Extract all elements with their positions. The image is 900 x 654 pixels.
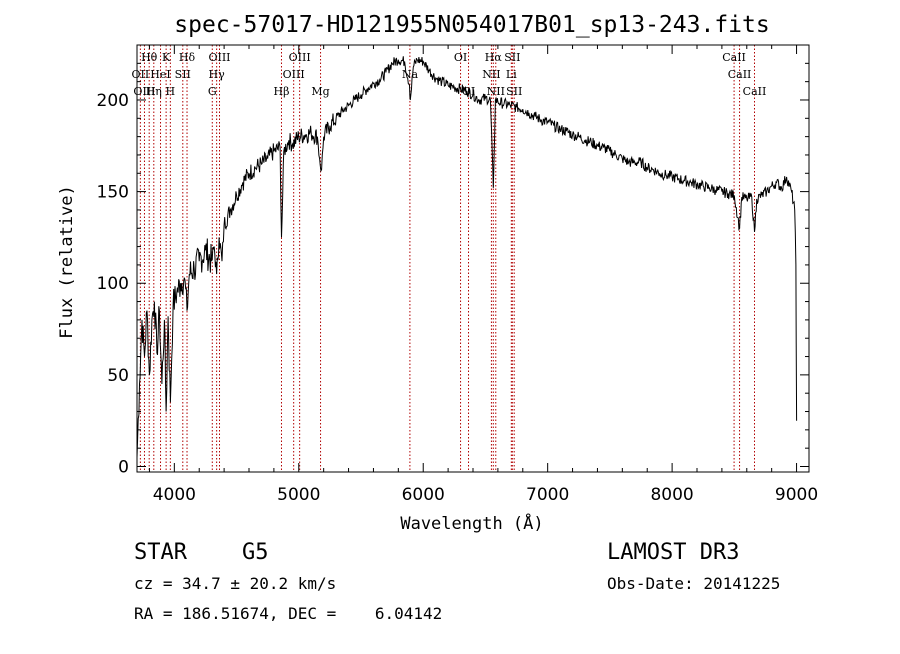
coords-text: RA = 186.51674, DEC = 6.04142 xyxy=(134,604,443,623)
y-tick-label: 200 xyxy=(97,91,129,111)
x-tick-label: 4000 xyxy=(153,485,196,505)
line-marker-label-20: NII xyxy=(482,68,500,81)
line-marker-label-7: H xyxy=(166,85,176,98)
y-tick-label: 50 xyxy=(107,366,129,386)
y-tick-label: 150 xyxy=(97,183,129,203)
chart-title: spec-57017-HD121955N054017B01_sp13-243.f… xyxy=(174,12,769,38)
x-tick-label: 9000 xyxy=(775,485,818,505)
line-marker-label-11: G xyxy=(208,85,217,98)
x-tick-label: 6000 xyxy=(402,485,445,505)
line-marker-label-27: CaII xyxy=(743,85,767,98)
line-marker-label-3: Hη xyxy=(146,85,162,98)
line-marker-label-4: HeI xyxy=(150,68,170,81)
line-marker-label-0: Hθ xyxy=(141,51,158,64)
line-marker-label-6: SII xyxy=(175,68,191,81)
line-marker-label-16: Na xyxy=(402,68,419,81)
y-tick-label: 0 xyxy=(118,458,129,478)
y-tick-label: 100 xyxy=(97,274,129,294)
line-marker-label-17: OI xyxy=(454,51,467,64)
line-marker-label-15: Mg xyxy=(311,85,329,98)
x-axis-ticks: 4000 5000 6000 7000 8000 9000 xyxy=(148,45,818,505)
line-marker-label-14: OIII xyxy=(289,51,311,64)
line-marker-label-26: CaII xyxy=(728,68,752,81)
x-tick-label: 8000 xyxy=(650,485,693,505)
redshift-text: cz = 34.7 ± 20.2 km/s xyxy=(134,574,337,593)
line-marker-label-24: SII xyxy=(506,85,522,98)
x-tick-label: 7000 xyxy=(526,485,569,505)
line-marker-label-19: Hα xyxy=(485,51,503,64)
line-marker-label-12: Hβ xyxy=(274,85,290,98)
object-class: STAR xyxy=(134,540,187,565)
line-marker-label-8: Hδ xyxy=(179,51,196,64)
survey-name: LAMOST DR3 xyxy=(607,540,740,565)
y-axis-label: Flux (relative) xyxy=(57,185,77,339)
line-marker-label-1: OII xyxy=(132,68,150,81)
x-axis-label: Wavelength (Å) xyxy=(400,512,543,534)
line-marker-label-2: OIII xyxy=(133,85,155,98)
line-marker-label-25: CaII xyxy=(722,51,746,64)
plot-frame xyxy=(136,44,810,473)
y-axis-ticks: 0 50 100 150 200 xyxy=(97,62,809,478)
line-marker-label-13: OIII xyxy=(283,68,305,81)
object-subclass: G5 xyxy=(242,540,269,565)
line-marker-label-10: Hγ xyxy=(209,68,226,81)
line-marker-label-22: SII xyxy=(504,51,520,64)
x-tick-label: 5000 xyxy=(277,485,320,505)
spectrum-line xyxy=(136,56,798,458)
line-marker-label-9: OIII xyxy=(208,51,230,64)
obs-date-text: Obs-Date: 20141225 xyxy=(607,574,781,593)
line-marker-label-21: NII xyxy=(487,85,505,98)
line-markers xyxy=(139,45,755,472)
line-marker-label-23: Li xyxy=(506,68,517,81)
line-marker-label-5: K xyxy=(162,51,171,64)
